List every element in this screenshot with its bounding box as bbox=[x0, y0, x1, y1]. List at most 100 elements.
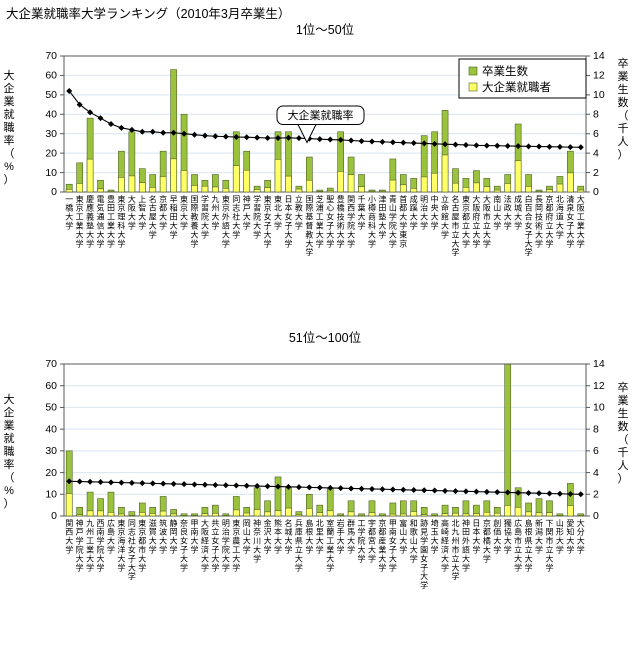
svg-text:愛: 愛 bbox=[566, 518, 574, 528]
svg-text:学: 学 bbox=[284, 545, 292, 555]
svg-text:大: 大 bbox=[514, 553, 522, 563]
svg-text:学: 学 bbox=[431, 545, 439, 555]
svg-text:大: 大 bbox=[525, 553, 533, 563]
svg-text:都: 都 bbox=[483, 528, 491, 537]
svg-text:12: 12 bbox=[593, 380, 605, 392]
svg-text:養: 養 bbox=[191, 221, 199, 231]
svg-text:0: 0 bbox=[51, 186, 57, 198]
svg-text:大: 大 bbox=[86, 553, 94, 563]
svg-text:学: 学 bbox=[493, 221, 501, 231]
svg-text:工: 工 bbox=[107, 213, 115, 222]
svg-text:工: 工 bbox=[86, 537, 94, 546]
svg-text:本: 本 bbox=[274, 527, 282, 537]
svg-text:学: 学 bbox=[483, 238, 491, 248]
svg-text:大: 大 bbox=[545, 553, 553, 563]
svg-text:学: 学 bbox=[191, 545, 199, 555]
svg-text:子: 子 bbox=[180, 546, 188, 555]
svg-text:根: 根 bbox=[525, 527, 533, 537]
svg-text:室: 室 bbox=[326, 518, 334, 528]
svg-text:学: 学 bbox=[253, 229, 261, 239]
svg-text:14: 14 bbox=[593, 358, 605, 370]
svg-text:大: 大 bbox=[222, 229, 230, 239]
svg-text:大: 大 bbox=[431, 536, 439, 546]
svg-text:塾: 塾 bbox=[378, 212, 386, 222]
svg-text:学: 学 bbox=[201, 562, 209, 572]
svg-text:基: 基 bbox=[305, 212, 313, 222]
svg-text:大: 大 bbox=[347, 229, 355, 239]
svg-text:子: 子 bbox=[264, 222, 272, 231]
svg-text:屋: 屋 bbox=[452, 213, 460, 222]
svg-text:京: 京 bbox=[76, 203, 84, 213]
svg-text:大: 大 bbox=[274, 536, 282, 546]
svg-text:学: 学 bbox=[378, 562, 386, 572]
svg-text:大: 大 bbox=[483, 194, 491, 204]
svg-text:学: 学 bbox=[389, 212, 397, 222]
svg-text:学: 学 bbox=[86, 562, 94, 572]
svg-text:40: 40 bbox=[45, 423, 57, 435]
svg-text:立: 立 bbox=[295, 545, 303, 555]
svg-text:大: 大 bbox=[378, 553, 386, 563]
svg-text:立: 立 bbox=[211, 527, 219, 537]
svg-text:東: 東 bbox=[232, 518, 240, 528]
svg-text:心: 心 bbox=[326, 204, 334, 213]
svg-text:女: 女 bbox=[284, 212, 292, 222]
svg-text:里: 里 bbox=[316, 528, 324, 537]
svg-text:卒業生数: 卒業生数 bbox=[482, 64, 528, 78]
svg-text:学: 学 bbox=[462, 562, 470, 572]
svg-text:大: 大 bbox=[243, 536, 251, 546]
svg-text:大: 大 bbox=[566, 229, 574, 239]
svg-text:際: 際 bbox=[191, 203, 199, 213]
svg-text:経: 経 bbox=[441, 536, 449, 546]
svg-text:学: 学 bbox=[232, 229, 240, 239]
svg-text:大: 大 bbox=[514, 212, 522, 222]
svg-text:大企業就職者: 大企業就職者 bbox=[482, 80, 551, 94]
svg-text:大: 大 bbox=[347, 536, 355, 546]
svg-text:技: 技 bbox=[337, 212, 345, 222]
svg-text:大: 大 bbox=[326, 553, 334, 563]
svg-text:学: 学 bbox=[535, 238, 543, 248]
svg-text:清: 清 bbox=[566, 194, 574, 204]
svg-text:大: 大 bbox=[431, 212, 439, 222]
svg-text:学: 学 bbox=[264, 238, 272, 248]
svg-text:学: 学 bbox=[358, 553, 366, 563]
svg-text:学: 学 bbox=[420, 221, 428, 231]
svg-text:岡: 岡 bbox=[243, 519, 251, 528]
svg-text:立: 立 bbox=[452, 553, 460, 563]
svg-text:橋: 橋 bbox=[65, 203, 73, 213]
svg-text:学: 学 bbox=[295, 562, 303, 572]
svg-text:九: 九 bbox=[86, 519, 94, 528]
svg-text:成: 成 bbox=[410, 194, 418, 204]
svg-text:学: 学 bbox=[472, 545, 480, 555]
svg-text:首: 首 bbox=[399, 194, 407, 204]
svg-text:宇: 宇 bbox=[368, 518, 376, 528]
svg-text:京: 京 bbox=[264, 203, 272, 213]
svg-text:和: 和 bbox=[410, 519, 418, 528]
svg-text:波: 波 bbox=[159, 527, 167, 537]
svg-text:埼: 埼 bbox=[431, 518, 439, 528]
svg-text:子: 子 bbox=[420, 563, 428, 572]
svg-text:学: 学 bbox=[410, 221, 418, 231]
svg-text:奈: 奈 bbox=[180, 518, 188, 528]
svg-text:市: 市 bbox=[452, 545, 460, 555]
svg-text:学: 学 bbox=[274, 221, 282, 231]
svg-text:金: 金 bbox=[264, 518, 272, 528]
svg-text:4: 4 bbox=[593, 467, 599, 479]
svg-text:慶: 慶 bbox=[86, 194, 94, 204]
svg-text:学: 学 bbox=[525, 562, 533, 572]
svg-text:阪: 阪 bbox=[201, 528, 209, 537]
svg-text:学: 学 bbox=[107, 545, 115, 555]
svg-text:学: 学 bbox=[504, 545, 512, 555]
svg-text:大: 大 bbox=[420, 212, 428, 222]
svg-text:10: 10 bbox=[593, 89, 605, 101]
svg-text:滋: 滋 bbox=[149, 518, 157, 528]
svg-text:学: 学 bbox=[232, 562, 240, 572]
svg-text:古: 古 bbox=[452, 203, 460, 213]
svg-text:田: 田 bbox=[170, 213, 178, 222]
svg-text:大: 大 bbox=[472, 229, 480, 239]
svg-text:分: 分 bbox=[577, 528, 585, 537]
svg-text:長: 長 bbox=[535, 195, 543, 204]
svg-text:8: 8 bbox=[593, 108, 599, 120]
svg-text:中: 中 bbox=[431, 194, 439, 204]
svg-text:京: 京 bbox=[117, 203, 125, 213]
svg-text:潟: 潟 bbox=[535, 527, 543, 537]
